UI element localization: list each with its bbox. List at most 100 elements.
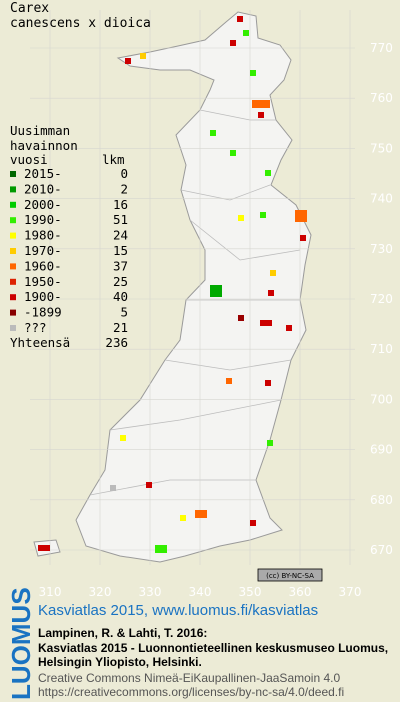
occurrence [38,545,50,551]
badge-text: (cc) BY-NC-SA [266,572,314,580]
legend-count: 40 [113,289,128,304]
north-label: 700 [370,392,393,406]
legend-label: 2010- [24,181,62,196]
occurrence [140,53,146,59]
north-label: 690 [370,443,393,457]
occurrence [195,510,207,518]
east-label: 330 [139,585,162,599]
total-label: Yhteensä [10,335,70,350]
occurrence [125,58,131,64]
legend-label: 2000- [24,197,62,212]
legend-swatch [10,217,16,224]
province-borders [89,109,301,496]
east-label: 340 [189,585,212,599]
legend-label: 1960- [24,258,62,273]
legend-label: 1970- [24,243,62,258]
occurrence [295,210,307,222]
north-label: 770 [370,41,393,55]
title-line: canescens x dioica [10,16,151,31]
legend-count: 2 [120,181,128,196]
legend-swatch [10,248,16,254]
site-link: Kasviatlas 2015, www.luomus.fi/kasviatla… [38,602,318,619]
legend-count: 25 [113,274,128,289]
occurrence [260,212,266,218]
occurrence [210,285,222,297]
legend-heading: vuosi [10,152,48,167]
occurrence [267,440,273,446]
occurrence [300,235,306,241]
license: https://creativecommons.org/licenses/by-… [38,685,344,699]
north-label: 760 [370,91,393,105]
legend-label: 1980- [24,228,62,243]
occurrence [252,100,270,108]
badge-box [257,568,323,582]
legend-count: 5 [120,305,128,320]
legend-swatch [10,201,16,208]
legend-swatch [10,263,16,270]
legend-swatch [10,186,16,193]
occurrence [250,70,256,76]
legend-heading: lkm [102,152,125,167]
grid [30,10,355,565]
north-label: 670 [370,543,393,557]
occurrence [226,378,232,384]
occurrence [230,150,236,156]
legend-count: 24 [113,228,128,243]
occurrence [268,290,274,296]
occurrence [230,40,236,46]
legend-swatch [10,294,16,301]
legend-heading: havainnon [10,138,78,153]
north-label: 750 [370,141,393,155]
occurrence [250,520,256,526]
legend-swatch [10,171,16,177]
legend-swatch [10,232,16,239]
legend-heading: Uusimman [10,123,70,138]
legend-swatch [10,309,16,316]
east-label: 350 [239,585,262,599]
occurrence [146,482,152,488]
occurrence [258,112,264,118]
title-line: Carex [10,1,49,16]
legend-label: -1899 [24,305,62,320]
occurrence [265,170,271,176]
occurrence [110,485,116,491]
occurrence [155,545,167,553]
east-label: 360 [289,585,312,599]
license: Creative Commons Nimeä-EiKaupallinen-Jaa… [38,671,340,685]
north-label: 680 [370,493,393,507]
citation: Helsingin Yliopisto, Helsinki. [38,655,202,669]
legend-label: 2015- [24,166,62,181]
legend-count: 0 [120,166,128,181]
legend-swatch [10,325,16,331]
citation: Kasviatlas 2015 - Luonnontieteellinen ke… [38,641,388,655]
citation: Lampinen, R. & Lahti, T. 2016: [38,626,207,640]
legend-count: 51 [113,212,128,227]
occurrence [286,325,292,331]
north-label: 720 [370,292,393,306]
occurrence [237,16,243,22]
legend-count: 21 [113,320,128,335]
logo: LUOMUS [6,587,36,700]
occurrence-squares [38,16,307,553]
occurrence [270,270,276,276]
finland-outline [75,11,312,563]
occurrence [260,320,272,326]
east-label: 370 [339,585,362,599]
legend-count: 16 [113,197,128,212]
north-label: 740 [370,192,393,206]
license-badge: (cc) BY-NC-SA [257,568,323,582]
legend-count: 15 [113,243,128,258]
legend-swatch [10,278,16,285]
occurrence [120,435,126,441]
occurrence [243,30,249,36]
legend-label: 1990- [24,212,62,227]
legend-label: 1950- [24,274,62,289]
east-label: 310 [39,585,62,599]
occurrence [238,315,244,321]
legend: 2015- 0 2010- 2 2000- 16 1990- 51 1980- 24 1970- 15… [10,166,128,335]
north-label: 710 [370,342,393,356]
map [30,10,355,565]
occurrence [265,380,271,386]
legend-label: ??? [24,320,47,335]
